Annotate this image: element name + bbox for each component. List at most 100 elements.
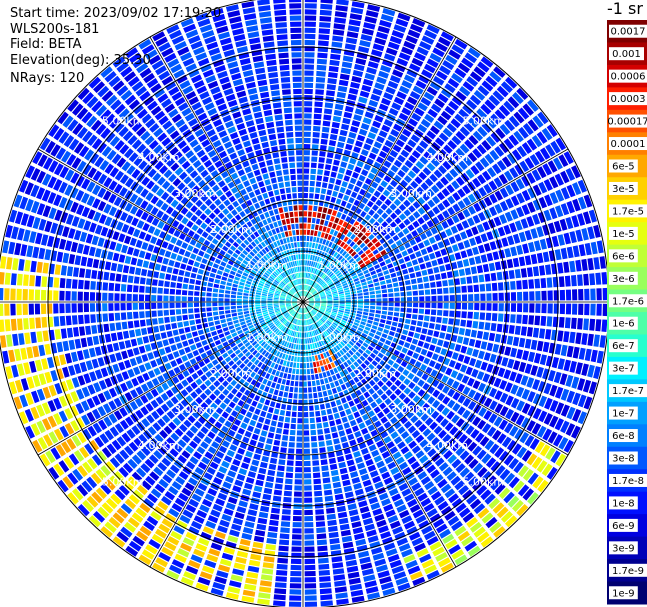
range-gate [377, 411, 385, 419]
range-gate [306, 306, 311, 311]
range-gate [345, 216, 351, 223]
range-gate [430, 437, 440, 446]
range-gate [390, 342, 397, 349]
range-gate [284, 367, 289, 373]
range-gate [364, 326, 371, 331]
range-gate [240, 394, 248, 402]
range-gate [230, 294, 236, 299]
range-gate [294, 331, 297, 337]
range-gate [253, 535, 265, 543]
range-gate [566, 246, 574, 259]
range-gate [17, 273, 23, 286]
range-gate [304, 307, 306, 313]
range-gate [362, 342, 369, 348]
range-gate [306, 266, 309, 272]
range-gate [303, 241, 306, 247]
range-gate [558, 317, 565, 328]
range-gate [456, 222, 464, 232]
range-gate [464, 139, 475, 150]
range-gate [437, 339, 444, 347]
range-gate [421, 269, 428, 276]
range-gate [472, 462, 484, 474]
range-gate [578, 303, 584, 315]
range-gate [524, 363, 533, 374]
range-gate [472, 214, 481, 224]
range-gate [351, 310, 357, 313]
range-gate [293, 497, 302, 503]
range-gate [385, 548, 398, 557]
range-gate [320, 340, 325, 346]
range-gate [424, 481, 435, 491]
range-gate [339, 333, 345, 338]
range-gate [306, 320, 308, 326]
range-gate [486, 342, 494, 352]
range-gate [393, 436, 403, 445]
range-gate [493, 177, 503, 188]
range-gate [193, 515, 205, 524]
range-gate [367, 424, 376, 432]
range-gate [275, 477, 284, 484]
range-gate [336, 0, 349, 6]
range-gate [458, 327, 465, 336]
range-gate [346, 322, 353, 327]
range-gate [227, 470, 237, 478]
range-gate [307, 217, 312, 223]
range-gate [326, 227, 331, 234]
range-gate [514, 325, 521, 335]
range-gate [169, 295, 175, 302]
range-gate [472, 321, 479, 329]
range-gate [560, 203, 570, 216]
range-gate [440, 176, 449, 186]
range-gate [183, 320, 190, 327]
range-gate [392, 282, 399, 288]
range-gate [410, 278, 417, 285]
range-gate [271, 369, 277, 376]
range-gate [411, 314, 418, 320]
range-gate [432, 546, 445, 557]
range-gate [294, 338, 297, 344]
range-gate [403, 144, 413, 153]
range-gate [478, 407, 487, 417]
range-gate [376, 156, 385, 164]
range-gate [276, 570, 288, 576]
range-gate [380, 165, 389, 174]
range-gate [351, 296, 357, 300]
range-gate [446, 410, 455, 420]
range-gate [433, 425, 443, 435]
range-gate [414, 487, 425, 497]
range-gate [281, 346, 286, 353]
range-gate [397, 402, 406, 410]
range-gate [442, 385, 450, 394]
range-gate [354, 430, 362, 438]
range-gate [360, 210, 367, 218]
range-gate [518, 465, 529, 478]
range-gate [234, 405, 242, 412]
range-gate [319, 194, 325, 201]
range-gate [313, 392, 318, 399]
range-gate [370, 401, 378, 409]
range-gate [240, 494, 250, 502]
range-gate [334, 11, 347, 18]
range-gate [295, 344, 299, 350]
range-gate [427, 199, 436, 208]
range-gate [328, 349, 333, 356]
range-gate [430, 309, 437, 316]
range-gate [374, 420, 382, 428]
range-gate [547, 290, 553, 301]
range-gate [374, 317, 380, 322]
range-gate [206, 302, 212, 307]
range-gate [312, 317, 316, 323]
range-gate [379, 402, 387, 410]
range-gate [396, 537, 409, 547]
range-gate [369, 245, 376, 252]
range-gate [532, 213, 541, 225]
range-gate [445, 54, 458, 65]
range-gate [309, 273, 312, 279]
range-gate [181, 290, 188, 296]
range-gate [316, 277, 321, 283]
range-gate [307, 326, 309, 332]
range-gate [450, 225, 459, 234]
range-gate [315, 302, 321, 304]
range-gate [473, 202, 482, 212]
range-gate [321, 299, 327, 301]
